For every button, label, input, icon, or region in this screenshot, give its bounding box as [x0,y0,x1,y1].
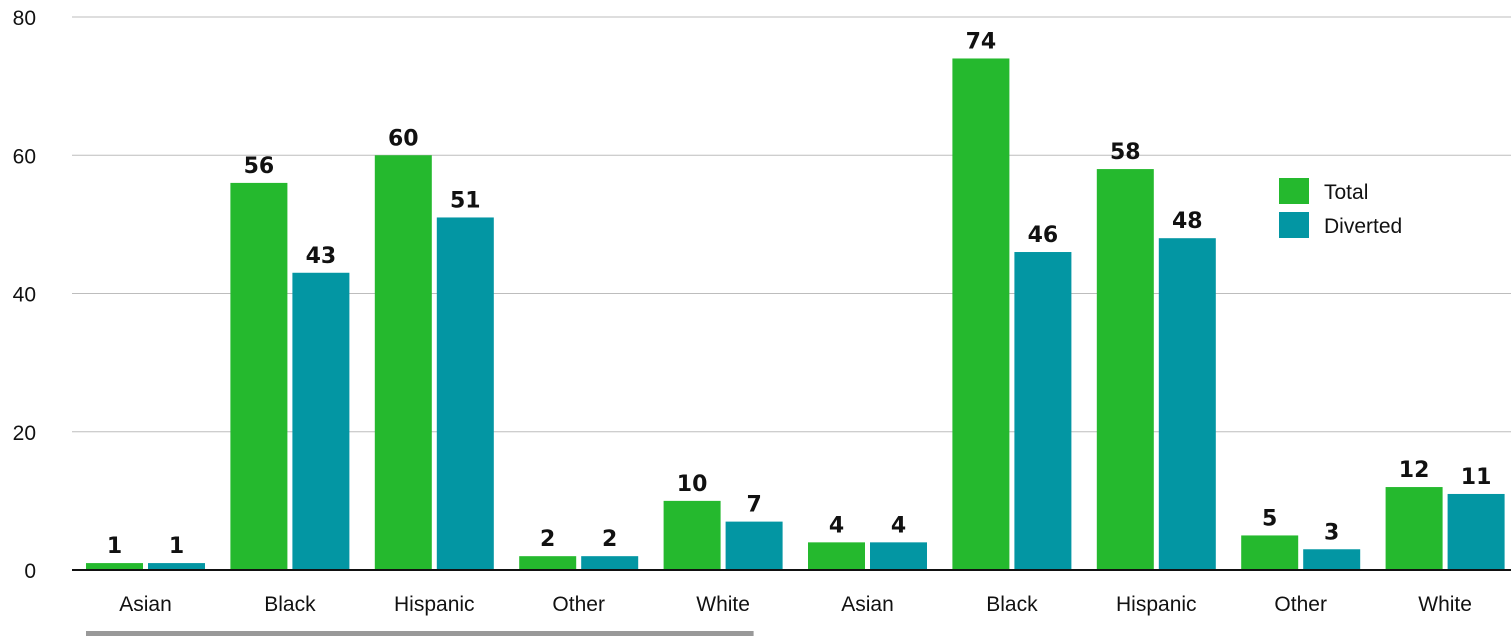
data-label: 60 [388,126,419,151]
bar-total [952,58,1010,570]
y-tick-label: 20 [13,422,36,445]
bar-diverted [581,556,639,570]
data-label: 43 [306,244,337,269]
data-label: 12 [1399,458,1430,483]
legend-label-total: Total [1324,181,1368,204]
data-label: 11 [1461,465,1492,490]
x-category-label: Asian [841,593,894,616]
data-label: 4 [829,513,844,538]
bar-total [663,500,721,570]
data-label: 48 [1172,209,1203,234]
bar-diverted [1447,493,1505,570]
data-label: 3 [1324,520,1339,545]
bar-total [1241,535,1299,570]
x-category-label: White [696,593,750,616]
y-tick-label: 60 [13,145,36,168]
data-label: 46 [1028,223,1059,248]
y-tick-label: 40 [13,284,36,307]
data-label: 10 [677,472,708,497]
bars [86,58,1505,570]
bar-total [86,563,143,570]
bar-total [1096,169,1154,570]
legend-label-diverted: Diverted [1324,215,1402,238]
bar-diverted [725,521,783,570]
group-bracket [86,631,754,636]
legend-swatch-diverted [1279,212,1309,238]
data-label: 5 [1262,506,1277,531]
bar-diverted [870,542,927,570]
legend: Total Diverted [1279,178,1402,238]
bar-diverted [1014,252,1072,570]
data-label: 56 [244,154,275,179]
y-tick-label: 0 [24,560,36,583]
y-tick-label: 80 [13,7,36,30]
x-category-label: Hispanic [1116,593,1197,616]
data-label: 58 [1110,140,1141,165]
bar-total [808,542,865,570]
data-label: 2 [540,527,555,552]
bar-total [519,556,577,570]
bar-diverted [1158,238,1216,570]
data-label: 1 [107,534,122,559]
bar-total [1385,487,1443,570]
legend-swatch-total [1279,178,1309,204]
bar-diverted [148,563,205,570]
x-category-label: Hispanic [394,593,475,616]
x-category-label: Black [264,593,316,616]
data-label: 1 [169,534,184,559]
x-category-label: Other [1274,593,1327,616]
x-category-label: Other [552,593,605,616]
data-label: 7 [746,493,761,518]
data-label: 2 [602,527,617,552]
bar-diverted [292,272,350,570]
x-category-label: Black [986,593,1038,616]
x-category-label: White [1418,593,1472,616]
bar-total [230,182,288,570]
data-label: 4 [891,513,906,538]
data-label: 51 [450,188,481,213]
bar-diverted [1303,549,1361,570]
bar-diverted [436,217,494,570]
bar-total [374,155,432,570]
y-axis-ticks: 0 20 40 60 80 [13,7,36,583]
x-category-label: Asian [119,593,172,616]
x-axis-categories: Asian Black Hispanic Other White Asian Black Hi… [119,593,1472,616]
data-label: 74 [966,29,997,54]
